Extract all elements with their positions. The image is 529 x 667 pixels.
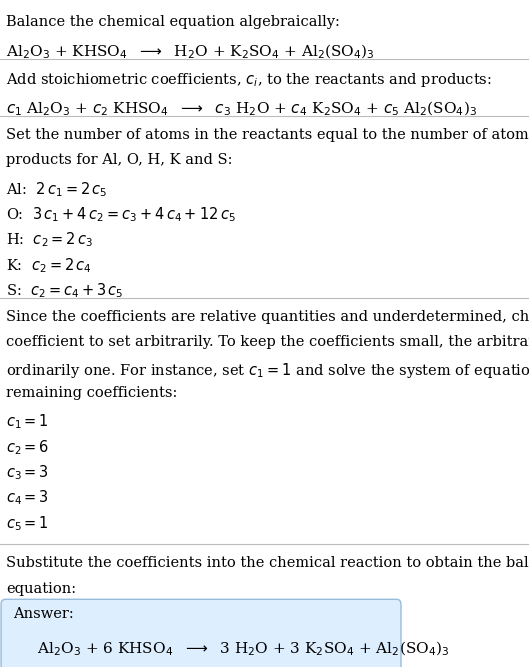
Text: $c_4 = 3$: $c_4 = 3$ — [6, 489, 49, 508]
Text: remaining coefficients:: remaining coefficients: — [6, 386, 178, 400]
FancyBboxPatch shape — [1, 600, 401, 667]
Text: Al:  $2\,c_1 = 2\,c_5$: Al: $2\,c_1 = 2\,c_5$ — [6, 180, 108, 199]
Text: $c_5 = 1$: $c_5 = 1$ — [6, 514, 49, 533]
Text: S:  $c_2 = c_4 + 3\,c_5$: S: $c_2 = c_4 + 3\,c_5$ — [6, 281, 124, 300]
Text: $c_1 = 1$: $c_1 = 1$ — [6, 413, 49, 432]
Text: Al$_2$O$_3$ + 6 KHSO$_4$  $\longrightarrow$  3 H$_2$O + 3 K$_2$SO$_4$ + Al$_2$(S: Al$_2$O$_3$ + 6 KHSO$_4$ $\longrightarro… — [37, 640, 450, 658]
Text: Add stoichiometric coefficients, $c_i$, to the reactants and products:: Add stoichiometric coefficients, $c_i$, … — [6, 71, 492, 89]
Text: coefficient to set arbitrarily. To keep the coefficients small, the arbitrary va: coefficient to set arbitrarily. To keep … — [6, 336, 529, 350]
Text: products for Al, O, H, K and S:: products for Al, O, H, K and S: — [6, 153, 233, 167]
Text: $c_2 = 6$: $c_2 = 6$ — [6, 438, 50, 457]
Text: equation:: equation: — [6, 582, 77, 596]
Text: $c_1$ Al$_2$O$_3$ + $c_2$ KHSO$_4$  $\longrightarrow$  $c_3$ H$_2$O + $c_4$ K$_2: $c_1$ Al$_2$O$_3$ + $c_2$ KHSO$_4$ $\lon… — [6, 99, 478, 118]
Text: Substitute the coefficients into the chemical reaction to obtain the balanced: Substitute the coefficients into the che… — [6, 556, 529, 570]
Text: Al$_2$O$_3$ + KHSO$_4$  $\longrightarrow$  H$_2$O + K$_2$SO$_4$ + Al$_2$(SO$_4$): Al$_2$O$_3$ + KHSO$_4$ $\longrightarrow$… — [6, 43, 375, 61]
Text: K:  $c_2 = 2\,c_4$: K: $c_2 = 2\,c_4$ — [6, 256, 92, 275]
Text: Answer:: Answer: — [13, 608, 74, 621]
Text: Since the coefficients are relative quantities and underdetermined, choose a: Since the coefficients are relative quan… — [6, 310, 529, 324]
Text: $c_3 = 3$: $c_3 = 3$ — [6, 464, 49, 482]
Text: O:  $3\,c_1 + 4\,c_2 = c_3 + 4\,c_4 + 12\,c_5$: O: $3\,c_1 + 4\,c_2 = c_3 + 4\,c_4 + 12\… — [6, 205, 236, 224]
Text: Balance the chemical equation algebraically:: Balance the chemical equation algebraica… — [6, 15, 340, 29]
Text: ordinarily one. For instance, set $c_1 = 1$ and solve the system of equations fo: ordinarily one. For instance, set $c_1 =… — [6, 361, 529, 380]
Text: Set the number of atoms in the reactants equal to the number of atoms in the: Set the number of atoms in the reactants… — [6, 128, 529, 142]
Text: H:  $c_2 = 2\,c_3$: H: $c_2 = 2\,c_3$ — [6, 231, 94, 249]
